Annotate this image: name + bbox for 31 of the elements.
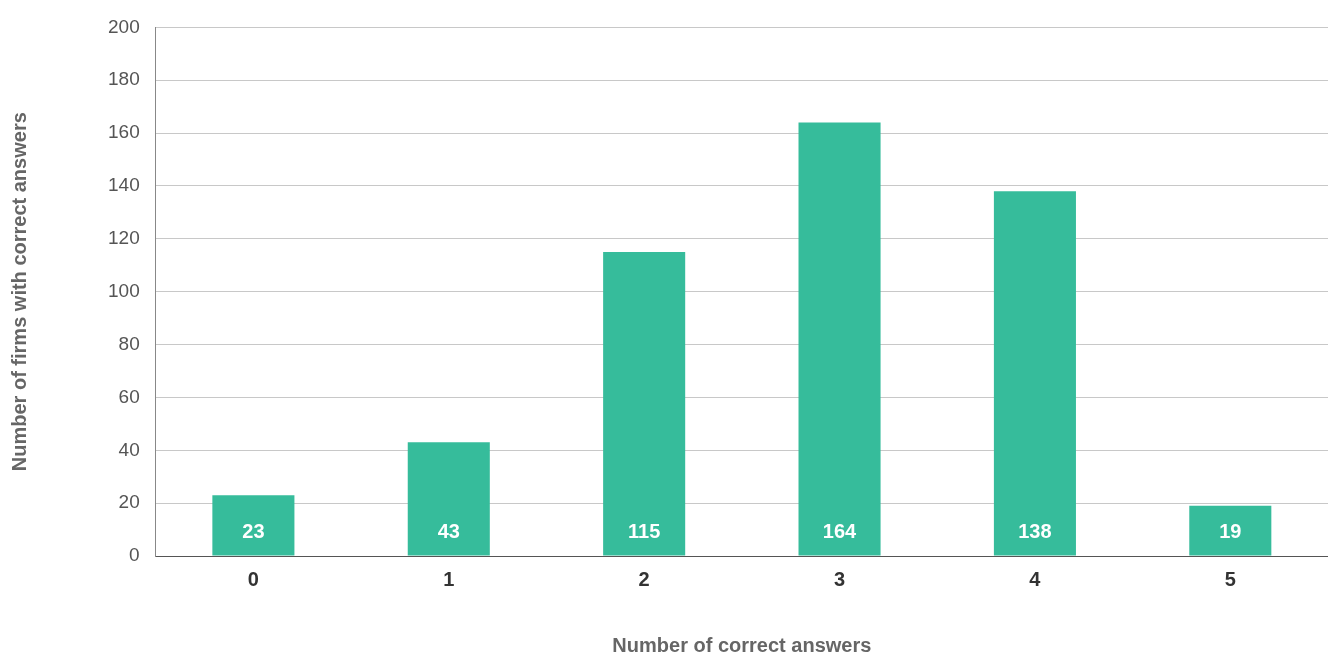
y-tick-label: 80: [118, 332, 140, 354]
y-tick-label: 160: [108, 121, 140, 143]
bar: [212, 495, 295, 556]
x-tick-label: 4: [1029, 567, 1042, 590]
y-tick-label: 20: [118, 491, 140, 513]
y-tick-label: 40: [118, 438, 140, 460]
bar: [798, 122, 881, 556]
x-tick-label: 5: [1224, 567, 1236, 590]
data-label: 19: [1219, 520, 1242, 543]
bar: [993, 191, 1076, 556]
data-label: 43: [437, 520, 460, 543]
y-tick-label: 200: [108, 15, 140, 37]
x-tick-label: 0: [247, 567, 259, 590]
y-tick-label: 140: [108, 174, 140, 196]
y-tick-label: 120: [108, 227, 140, 249]
x-tick-label: 1: [443, 567, 455, 590]
x-axis-title: Number of correct answers: [612, 633, 872, 656]
bar: [1189, 505, 1272, 556]
y-tick-label: 60: [118, 385, 140, 407]
x-tick-label: 2: [638, 567, 650, 590]
data-label: 23: [242, 520, 265, 543]
data-label: 115: [628, 520, 661, 543]
x-tick-label: 3: [833, 567, 846, 590]
data-label: 164: [822, 520, 858, 543]
bar: [407, 442, 490, 556]
bar: [603, 252, 686, 556]
y-tick-label: 100: [108, 279, 140, 301]
y-tick-label: 0: [129, 544, 140, 566]
y-axis-title: Number of firms with correct answers: [7, 112, 30, 472]
y-tick-label: 180: [108, 68, 140, 90]
data-label: 138: [1018, 520, 1052, 543]
